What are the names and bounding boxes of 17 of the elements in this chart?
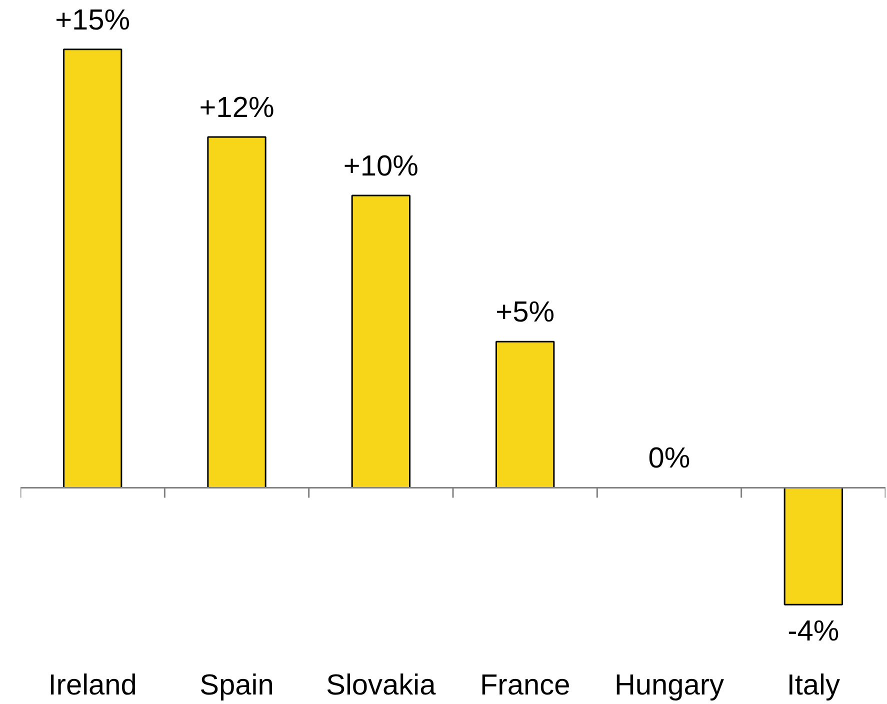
bar xyxy=(207,136,266,488)
bar xyxy=(63,48,122,488)
data-label: -4% xyxy=(788,616,840,648)
x-tick-label: Ireland xyxy=(48,670,137,702)
data-label: +10% xyxy=(343,150,418,182)
x-tick-label: Slovakia xyxy=(326,670,437,702)
x-tick-label: Hungary xyxy=(614,670,725,702)
data-label: +12% xyxy=(199,92,274,124)
data-label: 0% xyxy=(648,442,690,475)
x-tick-label: Spain xyxy=(200,670,274,702)
bar xyxy=(351,194,410,488)
data-label: +15% xyxy=(55,4,130,36)
bar xyxy=(496,340,555,488)
x-tick-label: Italy xyxy=(786,670,841,702)
x-tick-label: France xyxy=(480,670,570,702)
data-label: +5% xyxy=(496,296,555,329)
bar xyxy=(784,486,843,606)
